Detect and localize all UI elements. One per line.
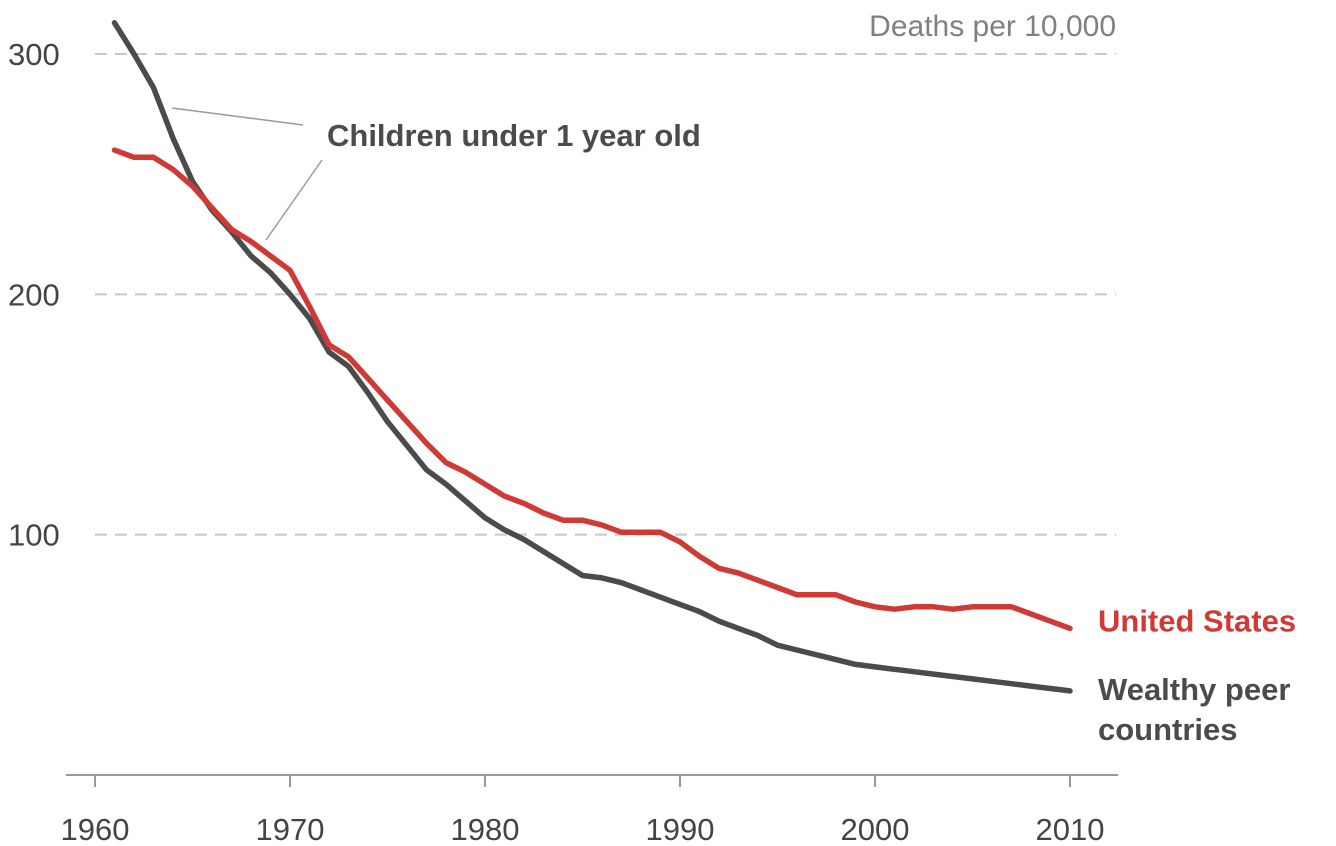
x-tick-label: 1980 <box>451 812 520 846</box>
x-tick-label: 1970 <box>256 812 325 846</box>
annotation-leader-lower <box>265 159 323 241</box>
annotation-leader-upper <box>171 107 304 126</box>
annotation-label: Children under 1 year old <box>327 118 701 153</box>
x-tick-label: 2000 <box>841 812 910 846</box>
unit-label: Deaths per 10,000 <box>869 10 1116 43</box>
y-axis-ticks: 100 200 300 <box>8 37 60 553</box>
x-axis-ticks: 1960 1970 1980 1990 2000 2010 <box>61 775 1105 846</box>
series-line-us <box>111 147 1073 632</box>
y-tick-label: 300 <box>8 37 60 72</box>
x-tick-label: 2010 <box>1036 812 1105 846</box>
series-line-peers <box>111 20 1073 694</box>
series-labels: United States Wealthy peer countries <box>1098 603 1296 747</box>
series-label-peers: Wealthy peer countries <box>1098 672 1290 747</box>
series-label-us: United States <box>1098 603 1296 638</box>
y-tick-label: 200 <box>8 277 60 312</box>
gridlines <box>95 53 1116 536</box>
x-tick-label: 1990 <box>646 812 715 846</box>
y-tick-label: 100 <box>8 518 60 553</box>
annotation-leaders <box>171 107 323 241</box>
series-lines <box>111 20 1073 694</box>
x-tick-label: 1960 <box>61 812 130 846</box>
